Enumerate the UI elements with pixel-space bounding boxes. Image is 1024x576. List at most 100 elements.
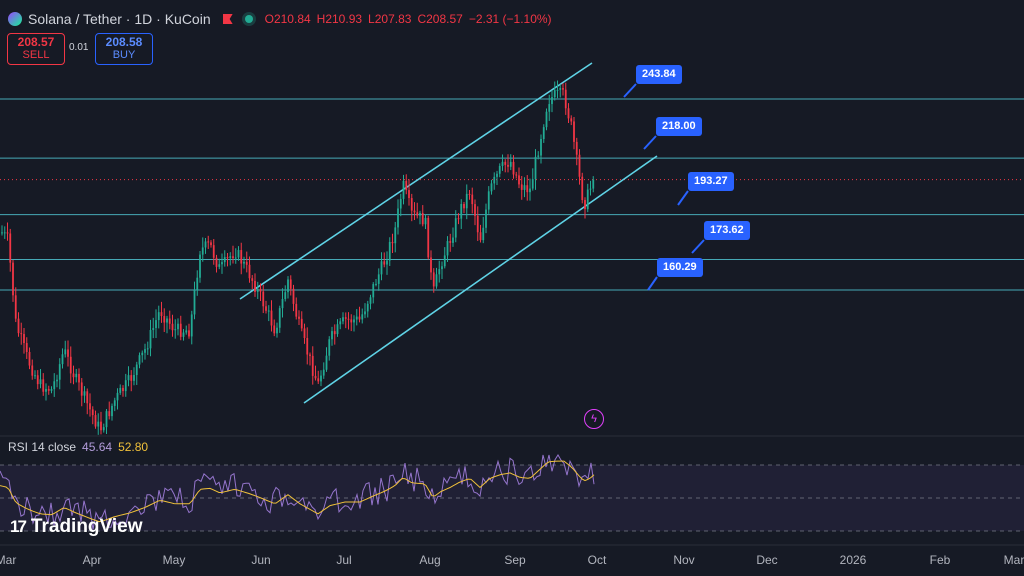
candle-body [498, 165, 501, 174]
candle-body [67, 349, 69, 357]
candle-body [482, 227, 485, 241]
candle-body [166, 318, 168, 323]
candle-body [589, 188, 592, 190]
buy-button[interactable]: 208.58 BUY [95, 33, 153, 65]
x-tick-label: Feb [929, 553, 951, 567]
x-tick-label: Sep [504, 553, 526, 567]
candle-body [531, 179, 534, 189]
candle-body [130, 375, 133, 381]
level-label-193[interactable]: 193.27 [688, 172, 734, 191]
candle-body [248, 264, 251, 279]
candle-body [6, 232, 9, 234]
candle-body [435, 274, 438, 287]
candle-body [534, 156, 537, 180]
candle-body [207, 241, 210, 243]
flag-icon[interactable] [222, 14, 233, 24]
buy-price: 208.58 [105, 35, 143, 49]
candle-body [542, 127, 545, 140]
candle-body [177, 323, 179, 330]
candle-body [75, 373, 78, 378]
candle-body [105, 411, 108, 428]
candle-body [78, 373, 80, 383]
level-label-243[interactable]: 243.84 [636, 65, 682, 84]
candle-body [157, 312, 160, 321]
candle-body [553, 90, 556, 98]
candle-body [562, 88, 564, 90]
candle-body [328, 339, 331, 356]
candle-body [270, 310, 273, 326]
tradingview-logo[interactable]: 17 TradingView [10, 516, 143, 538]
candle-body [69, 356, 72, 374]
annotation-pointer [691, 239, 705, 254]
candle-body [430, 257, 432, 273]
channel-upper-line [239, 62, 593, 300]
candle-body [221, 262, 223, 265]
candle-body [493, 176, 496, 184]
candle-body [509, 161, 512, 167]
sell-button[interactable]: 208.57 SELL [7, 33, 65, 65]
flash-icon[interactable]: ϟ [584, 409, 604, 429]
candle-body [432, 272, 435, 287]
candle-body [386, 260, 388, 265]
candle-body [556, 89, 559, 91]
symbol-title[interactable]: Solana / Tether · 1D · KuCoin [28, 11, 211, 27]
candle-body [146, 348, 149, 350]
candle-body [391, 241, 394, 244]
candle-body [424, 217, 427, 225]
candle-body [512, 161, 515, 175]
level-label-218[interactable]: 218.00 [656, 117, 702, 136]
candle-body [523, 185, 526, 190]
candle-body [454, 218, 457, 238]
candle-body [567, 108, 570, 119]
rsi-ma-value: 52.80 [118, 440, 149, 454]
buy-label: BUY [112, 49, 136, 61]
candle-body [149, 330, 152, 349]
candle-body [581, 176, 584, 201]
candle-body [292, 288, 295, 304]
candle-body [265, 306, 267, 311]
candle-body [113, 400, 116, 406]
candle-body [102, 427, 105, 431]
candle-body [36, 375, 39, 385]
x-tick-label: Aug [419, 553, 441, 567]
candle-body [144, 349, 146, 353]
level-label-160[interactable]: 160.29 [657, 258, 703, 277]
candle-body [518, 175, 520, 185]
candle-body [559, 88, 562, 90]
candle-body [1, 232, 3, 234]
candle-body [388, 241, 391, 261]
sell-price: 208.57 [17, 35, 55, 49]
candle-body [111, 405, 113, 417]
candle-body [416, 212, 419, 216]
candle-body [336, 324, 339, 335]
candle-body [45, 388, 47, 392]
rsi-legend[interactable]: RSI 14 close 45.64 52.80 [8, 440, 148, 454]
candle-body [190, 314, 193, 337]
level-label-173[interactable]: 173.62 [704, 221, 750, 240]
candle-body [364, 311, 366, 315]
candle-body [358, 316, 361, 320]
candle-body [42, 379, 45, 392]
candle-body [58, 364, 61, 380]
candle-body [237, 250, 240, 258]
candle-body [127, 375, 130, 381]
x-tick-label: Apr [82, 553, 102, 567]
x-tick-label: Oct [587, 553, 607, 567]
candle-body [347, 318, 350, 320]
sell-label: SELL [22, 49, 50, 61]
candle-body [174, 329, 177, 331]
candle-body [124, 380, 127, 392]
candle-body [410, 198, 413, 211]
candle-body [34, 375, 36, 377]
candle-body [468, 193, 471, 195]
candle-body [322, 369, 325, 376]
candle-body [465, 193, 468, 209]
candle-body [234, 257, 237, 259]
candle-body [53, 381, 56, 390]
candle-body [72, 373, 75, 378]
open-value: O210.84 [264, 12, 311, 26]
candle-body [259, 288, 262, 292]
candle-body [133, 375, 135, 381]
candle-body [232, 256, 234, 259]
